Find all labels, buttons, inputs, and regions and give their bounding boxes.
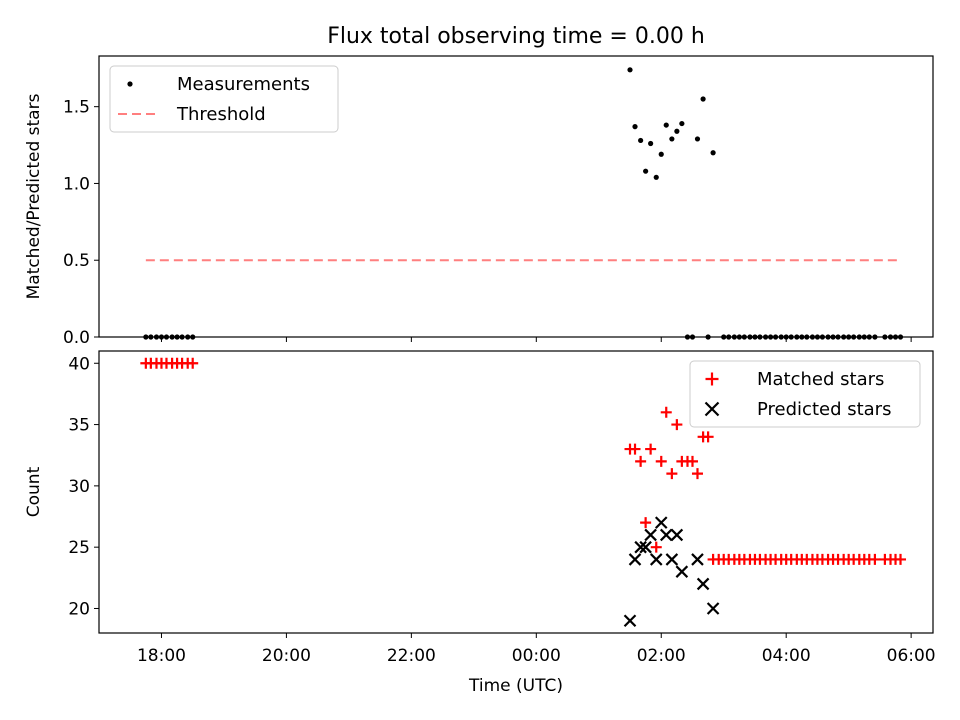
- measurements-point: [632, 124, 638, 130]
- x-tick-label: 18:00: [137, 646, 186, 666]
- matched-stars-point: [640, 517, 652, 529]
- panel-1: 0.0 0.5 1.0 1.5 Matched/Predicted stars Measu…: [24, 55, 934, 348]
- y-axis-label: Count: [24, 466, 44, 517]
- measurements-point: [653, 174, 659, 180]
- y-tick-label: 1.0: [63, 174, 90, 194]
- measurements-point: [658, 151, 664, 157]
- predicted-stars-point: [696, 577, 710, 591]
- matched-stars-point: [702, 431, 714, 443]
- y-tick-label: 40: [68, 354, 90, 374]
- legend-box: [109, 65, 339, 133]
- y-tick-label: 1.5: [63, 98, 90, 118]
- predicted-stars-point: [654, 516, 668, 529]
- y-tick-label: 35: [68, 416, 90, 436]
- matched-stars-point: [645, 443, 657, 455]
- measurements-point: [710, 150, 716, 156]
- predicted-stars-point: [670, 528, 684, 542]
- panels: 0.0 0.5 1.0 1.5 Matched/Predicted stars Measu…: [24, 55, 936, 696]
- axes-frame: [98, 55, 934, 338]
- y-axis-label: Matched/Predicted stars: [24, 93, 44, 299]
- predicted-stars-point: [628, 553, 642, 566]
- matched-stars-point: [660, 406, 672, 418]
- x-tick-label: 06:00: [887, 646, 936, 666]
- predicted-stars-point: [706, 602, 720, 615]
- axes-frame: [98, 350, 934, 634]
- measurements-point: [643, 168, 649, 174]
- matched-stars-point: [691, 468, 703, 480]
- measurements-point: [648, 140, 654, 147]
- measurements-point: [674, 128, 680, 134]
- matched-stars-point: [650, 541, 662, 553]
- measurements-point: [638, 137, 644, 144]
- predicted-stars-point: [649, 553, 663, 566]
- legend: Matched stars Predicted stars: [689, 360, 921, 428]
- legend-label-matched-stars: Matched stars: [757, 369, 884, 390]
- matched-stars-point: [686, 455, 698, 467]
- matched-stars-point: [671, 419, 683, 431]
- x-tick-label: 04:00: [762, 646, 811, 666]
- x-tick-label: 20:00: [262, 646, 311, 666]
- series-group: [140, 357, 907, 628]
- x-tick-label: 00:00: [512, 646, 561, 666]
- matched-stars-point: [869, 553, 881, 565]
- measurements-point: [669, 136, 675, 142]
- legend-label-predicted-stars: Predicted stars: [757, 399, 891, 420]
- predicted-stars-point: [644, 528, 657, 542]
- matched-stars-point: [666, 468, 678, 480]
- predicted-stars-point: [665, 553, 679, 566]
- matched-stars-point: [655, 455, 667, 467]
- y-tick-label: 0.5: [63, 251, 90, 271]
- matched-stars-point: [629, 443, 641, 455]
- x-axis-label: Time (UTC): [468, 676, 563, 696]
- y-tick-label: 0.0: [63, 328, 90, 348]
- matched-stars-point: [895, 553, 907, 565]
- predicted-stars-point: [634, 540, 647, 554]
- predicted-stars-point: [675, 565, 689, 578]
- legend: Measurements Threshold: [109, 65, 339, 133]
- y-tick-label: 25: [68, 538, 90, 558]
- y-tick-label: 20: [68, 599, 90, 619]
- legend-box: [689, 360, 921, 428]
- measurements-point: [700, 96, 706, 102]
- y-tick-label: 30: [68, 477, 90, 497]
- measurements-point: [679, 120, 685, 127]
- matched-stars-point: [635, 455, 647, 467]
- measurements-point: [694, 136, 701, 142]
- panel-2: 20 25 30 35 40 18:00 20:00 22:00 00:00 02:00 04:00…: [24, 350, 936, 696]
- legend-swatch-predicted-stars: [704, 401, 720, 417]
- predicted-stars-point: [623, 614, 637, 628]
- matched-stars-point: [187, 357, 199, 369]
- x-tick-label: 22:00: [387, 646, 436, 666]
- predicted-stars-point: [659, 528, 673, 542]
- predicted-stars-point: [639, 540, 652, 554]
- measurements-point: [663, 122, 669, 128]
- predicted-stars-point: [691, 553, 704, 566]
- legend-label-measurements: Measurements: [177, 74, 310, 95]
- legend-label-threshold: Threshold: [176, 104, 266, 125]
- x-tick-label: 02:00: [637, 646, 686, 666]
- legend-swatch-matched-stars: [705, 372, 719, 386]
- measurements-point: [627, 67, 633, 73]
- legend-swatch-measurements: [127, 81, 133, 87]
- chart-title: Flux total observing time = 0.00 h: [327, 24, 705, 49]
